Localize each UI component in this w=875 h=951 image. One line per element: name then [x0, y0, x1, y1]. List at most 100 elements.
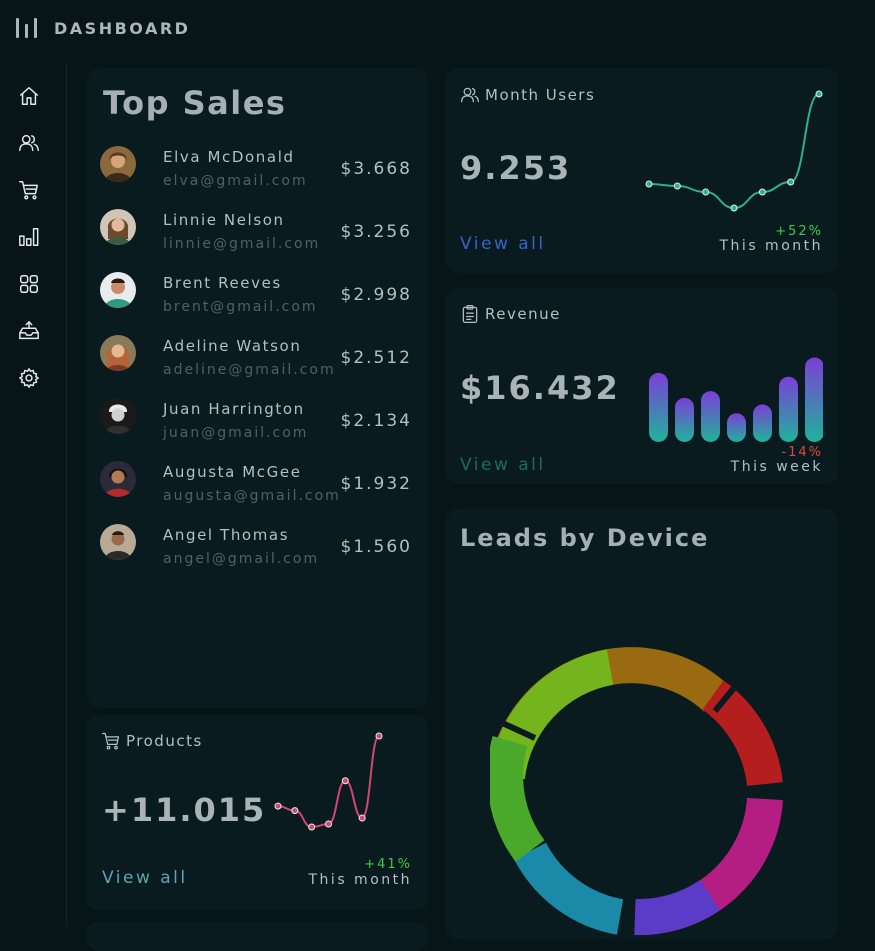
sale-name: Juan Harrington	[163, 400, 305, 418]
sale-name: Elva McDonald	[163, 148, 295, 166]
month-users-label: Month Users	[460, 85, 595, 105]
donut-segment-blue	[634, 879, 721, 936]
sale-amount: $3.668	[340, 159, 412, 179]
month-users-change: +52%	[775, 224, 823, 239]
revenue-bar	[675, 397, 694, 442]
top-sales-list: Elva McDonald elva@gmail.com $3.668 Linn…	[100, 146, 420, 587]
top-sales-card: Top Sales Elva McDonald elva@gmail.com $…	[86, 68, 428, 708]
revenue-change: -14%	[781, 445, 823, 460]
sparkline-point	[274, 802, 282, 810]
grid-icon	[20, 275, 38, 293]
home-icon	[20, 87, 38, 105]
list-item[interactable]: Linnie Nelson linnie@gmail.com $3.256	[100, 209, 420, 272]
sale-amount: $2.512	[340, 348, 412, 368]
sparkline-point	[341, 777, 349, 785]
sparkline-point	[308, 823, 316, 831]
revenue-bar	[701, 391, 720, 442]
donut-segment-lime	[490, 736, 545, 862]
users-icon	[19, 134, 39, 152]
revenue-bar	[779, 376, 798, 442]
sparkline-point	[730, 204, 738, 212]
list-item[interactable]: Elva McDonald elva@gmail.com $3.668	[100, 146, 420, 209]
sparkline-path	[648, 93, 820, 210]
sale-amount: $2.998	[340, 285, 412, 305]
leads-title: Leads by Device	[460, 524, 710, 552]
avatar	[100, 398, 136, 434]
sale-name: Angel Thomas	[163, 526, 290, 544]
revenue-label-text: Revenue	[485, 305, 561, 323]
revenue-value: $16.432	[460, 369, 620, 407]
revenue-bar	[805, 357, 823, 442]
nav-apps[interactable]	[16, 271, 42, 297]
sale-name: Linnie Nelson	[163, 211, 285, 229]
sparkline-point	[758, 188, 766, 196]
logo-icon	[16, 18, 38, 38]
products-view-all-link[interactable]: View all	[102, 868, 188, 888]
top-sales-title: Top Sales	[103, 84, 287, 122]
sparkline-point	[702, 188, 710, 196]
nav-home[interactable]	[16, 83, 42, 109]
leads-donut-chart	[490, 647, 790, 941]
sale-name: Adeline Watson	[163, 337, 302, 355]
sale-amount: $2.134	[340, 411, 412, 431]
revenue-bar-chart	[649, 357, 823, 442]
sparkline-point	[358, 814, 366, 822]
month-users-value: 9.253	[460, 149, 572, 187]
sale-name: Augusta McGee	[163, 463, 302, 481]
sale-amount: $1.932	[340, 474, 412, 494]
avatar	[100, 209, 136, 245]
gear-icon	[19, 368, 39, 388]
sparkline-point	[673, 182, 681, 190]
list-item[interactable]: Juan Harrington juan@gmail.com $2.134	[100, 398, 420, 461]
sale-name: Brent Reeves	[163, 274, 282, 292]
list-item[interactable]: Brent Reeves brent@gmail.com $2.998	[100, 272, 420, 335]
month-users-view-all-link[interactable]: View all	[460, 234, 546, 254]
products-period: This month	[308, 872, 412, 888]
revenue-bar	[753, 404, 772, 442]
month-users-label-text: Month Users	[485, 86, 596, 104]
users-icon	[461, 87, 479, 103]
sale-email: linnie@gmail.com	[163, 236, 321, 252]
sparkline-point	[815, 90, 823, 98]
month-users-card: Month Users 9.253 View all +52% This mon…	[445, 68, 839, 273]
sale-email: elva@gmail.com	[163, 173, 308, 189]
nav-inbox[interactable]	[16, 318, 42, 344]
revenue-label: Revenue	[460, 304, 561, 324]
sale-amount: $3.256	[340, 222, 412, 242]
products-change: +41%	[364, 857, 412, 872]
sale-email: juan@gmail.com	[163, 425, 309, 441]
products-value: +11.015	[102, 791, 267, 829]
revenue-bar	[649, 372, 668, 442]
sale-amount: $1.560	[340, 537, 412, 557]
avatar	[100, 146, 136, 182]
list-item[interactable]: Angel Thomas angel@gmail.com $1.560	[100, 524, 420, 587]
avatar	[100, 272, 136, 308]
month-users-sparkline	[645, 90, 823, 212]
sale-email: brent@gmail.com	[163, 299, 318, 315]
leads-by-device-card: Leads by Device	[445, 509, 839, 941]
bar-chart-icon	[19, 228, 39, 246]
sparkline-point	[375, 732, 383, 740]
avatar	[100, 461, 136, 497]
avatar	[100, 335, 136, 371]
nav-cart[interactable]	[16, 177, 42, 203]
avatar	[100, 524, 136, 560]
nav-users[interactable]	[16, 130, 42, 156]
revenue-bar	[727, 413, 746, 442]
products-sparkline	[274, 732, 383, 831]
list-item[interactable]: Adeline Watson adeline@gmail.com $2.512	[100, 335, 420, 398]
sale-email: augusta@gmail.com	[163, 488, 341, 504]
month-users-period: This month	[719, 238, 823, 254]
sale-email: angel@gmail.com	[163, 551, 320, 567]
inbox-icon	[19, 321, 39, 340]
sparkline-point	[645, 180, 653, 188]
nav-settings[interactable]	[16, 365, 42, 391]
sparkline-point	[787, 178, 795, 186]
products-label: Products	[101, 731, 203, 751]
donut-segment-teal	[514, 842, 624, 935]
revenue-view-all-link[interactable]: View all	[460, 455, 546, 475]
list-item[interactable]: Augusta McGee augusta@gmail.com $1.932	[100, 461, 420, 524]
products-label-text: Products	[126, 732, 203, 750]
sale-email: adeline@gmail.com	[163, 362, 336, 378]
nav-analytics[interactable]	[16, 224, 42, 250]
